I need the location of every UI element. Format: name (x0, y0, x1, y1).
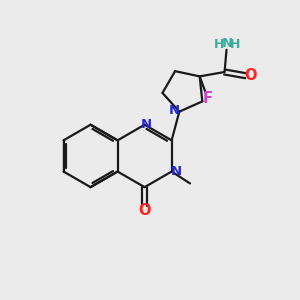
Text: H: H (214, 38, 224, 51)
Text: H: H (230, 38, 241, 51)
Text: N: N (140, 118, 152, 131)
Text: F: F (202, 91, 212, 106)
Text: N: N (168, 103, 179, 117)
Text: N: N (170, 165, 182, 178)
Text: O: O (138, 203, 151, 218)
Text: O: O (245, 68, 257, 83)
Text: N: N (222, 37, 233, 50)
